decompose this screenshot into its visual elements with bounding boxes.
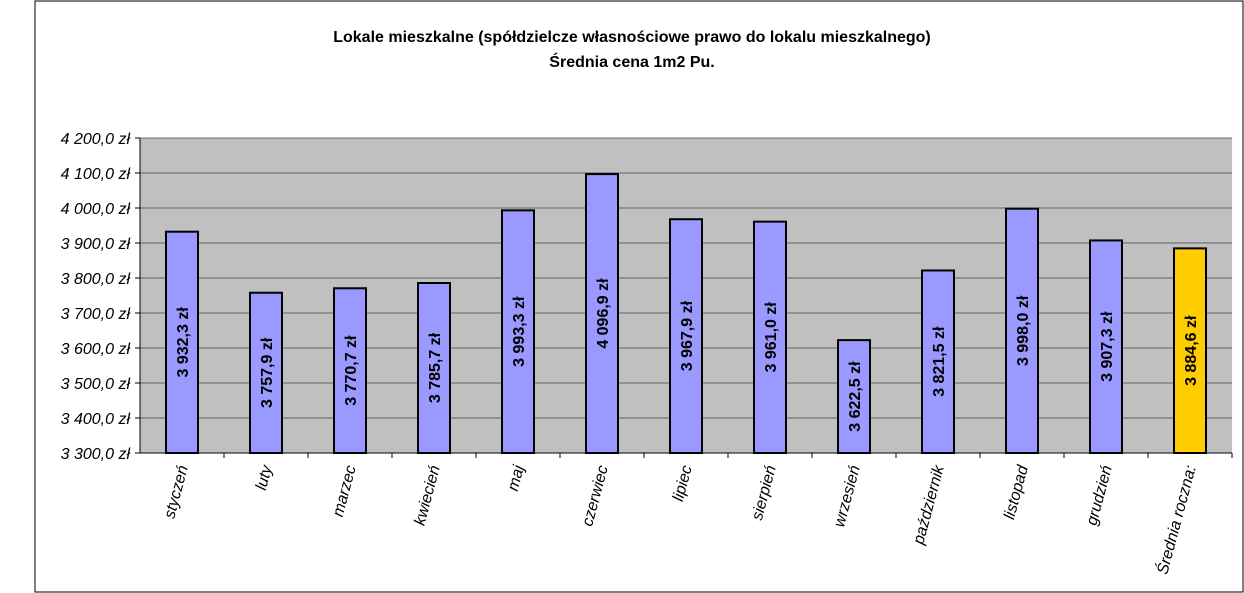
value-label: 3 967,9 zł — [679, 300, 696, 371]
y-tick-label: 4 000,0 zł — [61, 201, 131, 218]
value-label: 3 770,7 zł — [343, 335, 360, 406]
y-tick-label: 3 900,0 zł — [61, 236, 131, 253]
y-tick-label: 3 400,0 zł — [61, 411, 131, 428]
x-tick-label: maj — [505, 463, 528, 493]
bar — [1173, 247, 1207, 454]
value-label: 3 821,5 zł — [931, 326, 948, 397]
y-tick-label: 3 300,0 zł — [61, 446, 131, 463]
bar — [669, 218, 703, 454]
value-label: 3 998,0 zł — [1015, 295, 1032, 366]
value-label: 3 757,9 zł — [259, 337, 276, 408]
value-label: 3 932,3 zł — [175, 307, 192, 378]
y-tick-label: 4 100,0 zł — [61, 166, 131, 183]
value-label: 3 622,5 zł — [847, 361, 864, 432]
bar — [501, 209, 535, 454]
bar — [333, 287, 367, 454]
bar — [585, 173, 619, 455]
y-tick-label: 3 700,0 zł — [61, 306, 131, 323]
y-tick-label: 3 500,0 zł — [61, 376, 131, 393]
y-tick-label: 3 600,0 zł — [61, 341, 131, 358]
x-tick-label: luty — [253, 463, 276, 492]
y-tick-label: 4 200,0 zł — [61, 131, 131, 148]
value-label: 3 907,3 zł — [1099, 311, 1116, 382]
bar — [1089, 239, 1123, 454]
chart-subtitle: Średnia cena 1m2 Pu. — [549, 52, 714, 71]
y-tick-label: 3 800,0 zł — [61, 271, 131, 288]
bar — [249, 291, 283, 454]
chart-title: Lokale mieszkalne (spółdzielcze własnośc… — [333, 29, 931, 46]
bar — [1005, 207, 1039, 454]
value-label: 3 961,0 zł — [763, 302, 780, 373]
value-label: 3 785,7 zł — [427, 332, 444, 403]
bar — [417, 282, 451, 454]
value-label: 4 096,9 zł — [595, 278, 612, 349]
bar — [753, 220, 787, 454]
bar — [921, 269, 955, 454]
bar — [165, 230, 199, 454]
value-label: 3 884,6 zł — [1183, 315, 1200, 386]
bar — [837, 339, 871, 454]
value-label: 3 993,3 zł — [511, 296, 528, 367]
